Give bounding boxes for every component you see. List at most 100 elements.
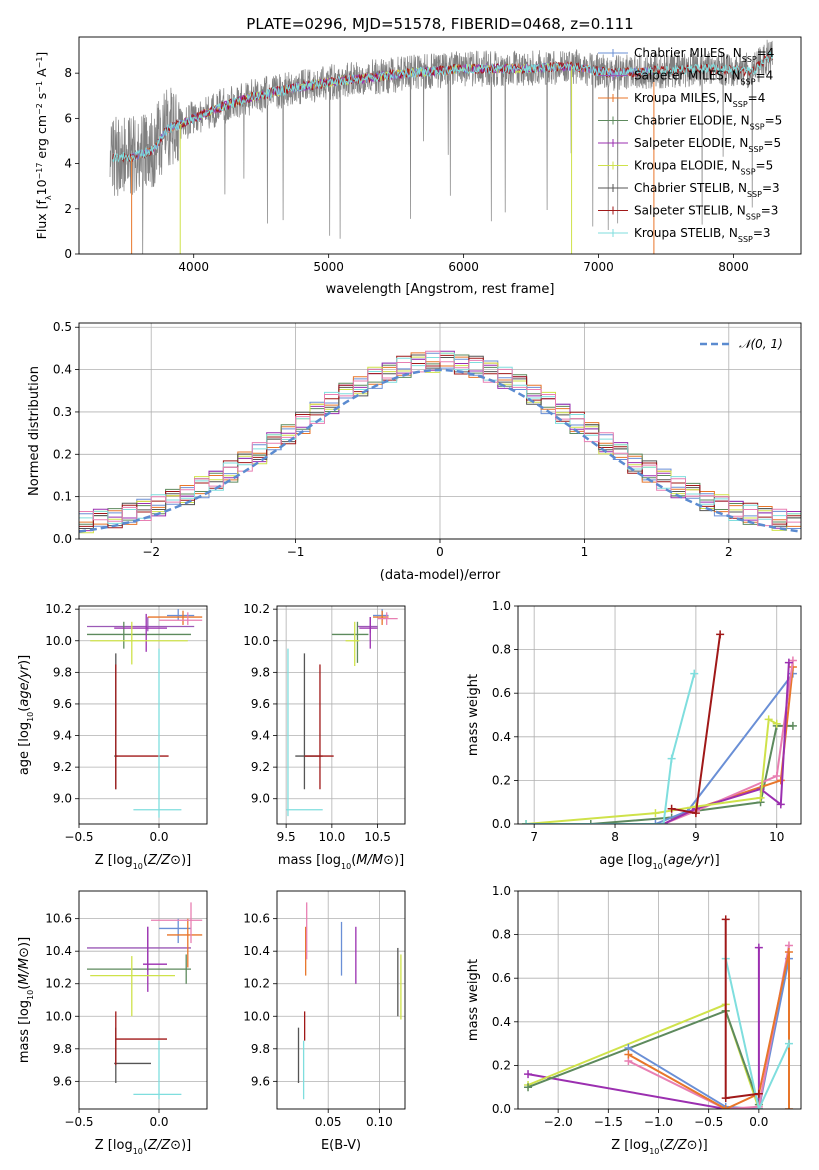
y-tick-label: 0.0 (492, 817, 511, 831)
x-tick-label: 5000 (313, 260, 344, 274)
x-tick-label: 0.05 (315, 1115, 342, 1129)
weight-series-line (663, 662, 790, 824)
y-tick-label: 9.8 (53, 1042, 72, 1056)
weight-point-marker (690, 669, 699, 678)
plot-area (109, 39, 774, 254)
weight-point-marker (772, 772, 781, 781)
weight-series-line (527, 947, 760, 1109)
x-tick-label: 7000 (583, 260, 614, 274)
y-tick-label: 10.0 (45, 634, 72, 648)
x-tick-label: 2 (725, 545, 733, 559)
y-tick-label: 1.0 (492, 884, 511, 898)
y-tick-label: 0.1 (53, 490, 72, 504)
mass-vs-metallicity-panel: −0.5 0.0 9.6 9.8 10.0 10.2 10.4 10.6 Z [log10(Z/… (17, 890, 208, 1156)
y-tick-label: 0.0 (53, 532, 72, 546)
weight-point-marker (691, 809, 700, 818)
y-tick-label: 9.8 (251, 1042, 270, 1056)
age-vs-mass-panel: 9.5 10.0 10.5 9.0 9.2 9.4 9.6 9.8 10.0 10.2 mass [… (243, 602, 406, 871)
axes-frame (517, 890, 802, 1110)
y-axis-label: Normed distribution (27, 366, 42, 496)
x-tick-label: 10.5 (364, 830, 391, 844)
legend-entry: Chabrier STELIB, NSSP=3 (634, 181, 780, 199)
x-tick-label: 1 (581, 545, 589, 559)
x-axis-label: E(B-V) (321, 1138, 361, 1153)
weight-point-marker (788, 656, 797, 665)
weight-point-marker (651, 820, 660, 824)
x-tick-label: 0.0 (149, 830, 168, 844)
weight-point-marker (659, 820, 668, 824)
y-tick-label: 9.2 (251, 760, 270, 774)
y-tick-label: 10.2 (45, 602, 72, 616)
legend-entry: Salpeter ELODIE, NSSP=5 (634, 136, 781, 154)
y-tick-label: 8 (64, 66, 72, 80)
y-tick-label: 10.6 (243, 912, 270, 926)
legend-entry: Chabrier MILES, NSSP=4 (634, 46, 774, 64)
weight-point-marker (764, 715, 773, 724)
x-tick-label: 9.5 (277, 830, 296, 844)
y-tick-label: 10.2 (45, 977, 72, 991)
residual-histogram (79, 350, 801, 527)
normal-distribution-curve (79, 368, 801, 533)
x-tick-label: −1.5 (594, 1115, 623, 1129)
y-tick-label: 10.0 (243, 634, 270, 648)
legend-entry: Kroupa MILES, NSSP=4 (634, 91, 765, 109)
model-spectrum-line (179, 62, 572, 128)
x-tick-label: 9 (692, 830, 700, 844)
weight-series-line (526, 717, 778, 824)
x-tick-label: 7 (530, 830, 538, 844)
y-tick-label: 1.0 (492, 599, 511, 613)
x-tick-label: 0.10 (366, 1115, 393, 1129)
mass-vs-extinction-panel: 0.05 0.10 9.6 9.8 10.0 10.2 10.4 10.6 E(B-V) (243, 890, 406, 1153)
x-axis-label: (data-model)/error (380, 568, 501, 583)
legend-entry: 𝒩(0, 1) (739, 337, 783, 351)
x-tick-label: 8 (611, 830, 619, 844)
y-tick-label: 9.0 (53, 792, 72, 806)
y-tick-label: 9.2 (53, 760, 72, 774)
x-tick-label: −0.5 (64, 830, 93, 844)
weight-vs-age-panel: 7 8 9 10 0.0 0.2 0.4 0.6 0.8 1.0 age [log10(age/yr… (466, 599, 802, 871)
x-axis-label: Z [log10(Z/Z⊙)] (611, 1138, 707, 1156)
y-tick-label: 0.4 (492, 1015, 511, 1029)
figure-title: PLATE=0296, MJD=51578, FIBERID=0468, z=0… (246, 15, 633, 33)
x-tick-label: 10.0 (318, 830, 345, 844)
weight-point-marker (754, 1089, 763, 1098)
axes-frame (276, 890, 406, 1110)
axes-frame (78, 890, 208, 1110)
weight-point-marker (667, 804, 676, 813)
y-tick-label: 0.6 (492, 971, 511, 985)
y-tick-label: 9.8 (251, 665, 270, 679)
y-tick-label: 2 (64, 202, 72, 216)
x-tick-label: 8000 (718, 260, 749, 274)
weight-series-line (724, 919, 760, 1100)
y-tick-label: 0.4 (53, 363, 72, 377)
plot-area (87, 902, 203, 1100)
x-axis-label: Z [log10(Z/Z⊙)] (95, 853, 191, 871)
y-tick-label: 10.4 (243, 944, 270, 958)
weight-vs-metallicity-panel: −2.0 −1.5 −1.0 −0.5 0.0 0.0 0.2 0.4 0.6 0.8 1.0 Z [… (466, 884, 802, 1156)
weight-point-marker (524, 1083, 533, 1092)
plot-area (524, 915, 793, 1109)
y-tick-label: 0.2 (492, 1058, 511, 1072)
x-axis-label: mass [log10(M/M⊙)] (278, 853, 404, 871)
x-tick-label: 0.0 (149, 1115, 168, 1129)
weight-point-marker (788, 721, 797, 730)
weight-point-marker (721, 1105, 730, 1109)
x-tick-label: 0 (436, 545, 444, 559)
y-tick-label: 0 (64, 247, 72, 261)
y-tick-label: 10.4 (45, 944, 72, 958)
y-tick-label: 10.0 (243, 1009, 270, 1023)
y-tick-label: 9.4 (251, 729, 270, 743)
y-axis-label: mass weight (466, 674, 481, 756)
y-tick-label: 10.0 (45, 1009, 72, 1023)
x-tick-label: −0.5 (64, 1115, 93, 1129)
plot-area (522, 630, 797, 824)
x-tick-label: −1.0 (644, 1115, 673, 1129)
weight-point-marker (754, 1105, 763, 1109)
weight-point-marker (772, 719, 781, 728)
y-tick-label: 0.3 (53, 405, 72, 419)
x-tick-label: −2 (142, 545, 160, 559)
weight-point-marker (522, 820, 531, 824)
weight-series-line (724, 958, 790, 1109)
axes-frame (517, 605, 802, 825)
